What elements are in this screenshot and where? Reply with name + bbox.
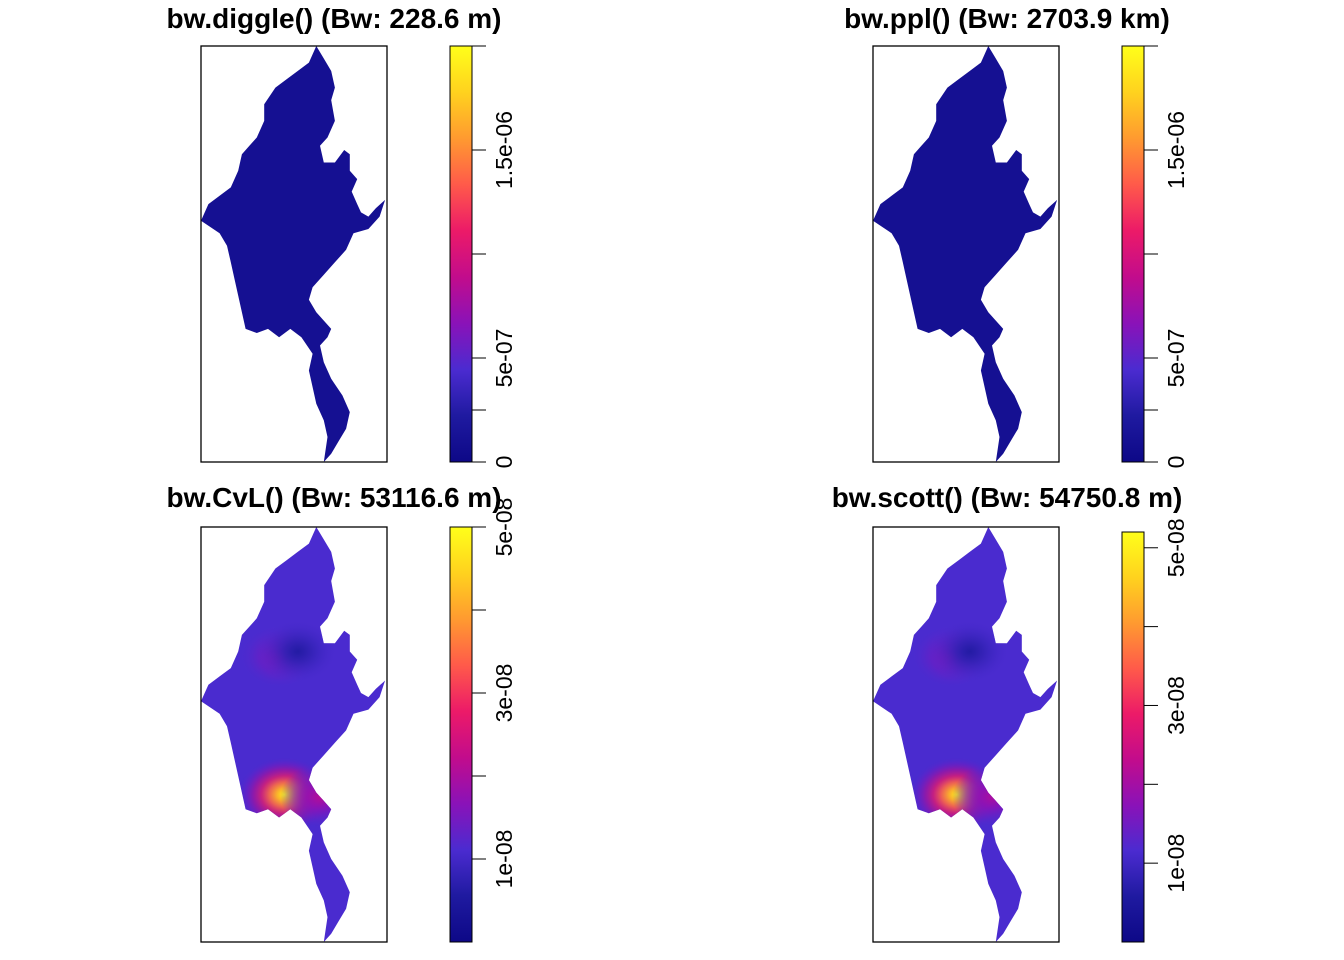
legend-tick-label: 1.5e-06 <box>491 111 517 189</box>
legend-tick-label: 5e-08 <box>491 498 517 557</box>
legend-tick-label: 0 <box>491 456 517 469</box>
legend-tick-label: 1e-08 <box>491 830 517 889</box>
density-hotspot <box>952 764 1032 829</box>
legend-tick-label: 3e-08 <box>491 664 517 723</box>
panel-title: bw.CvL() (Bw: 53116.6 m) <box>166 482 501 513</box>
country-raster <box>201 527 386 942</box>
map-frame <box>200 526 388 943</box>
legend-tick-label: 5e-07 <box>1163 329 1189 388</box>
density-hotspot <box>280 764 360 829</box>
country-raster <box>201 46 386 462</box>
legend-tick-label: 1e-08 <box>1163 834 1189 893</box>
legend-colorbar <box>449 526 473 943</box>
legend-tick-label: 5e-08 <box>1163 518 1189 577</box>
map-frame <box>872 45 1060 463</box>
map-frame <box>872 526 1060 943</box>
panel-3: bw.CvL() (Bw: 53116.6 m) 1e-08 3e-08 5e-08 <box>166 482 517 943</box>
map-frame <box>200 45 388 463</box>
panel-2: bw.ppl() (Bw: 2703.9 km) 0 5e-07 1.5e-06 <box>844 3 1189 468</box>
legend-colorbar <box>449 45 473 463</box>
country-raster <box>873 527 1058 942</box>
legend-tick-label: 0 <box>1163 456 1189 469</box>
panel-1: bw.diggle() (Bw: 228.6 m) 0 5e-07 1.5e-06 <box>167 3 518 468</box>
legend-tick-label: 1.5e-06 <box>1163 111 1189 189</box>
panel-title: bw.scott() (Bw: 54750.8 m) <box>832 482 1183 513</box>
legend-colorbar <box>1121 531 1145 943</box>
country-raster <box>873 46 1058 462</box>
density-hotspot <box>257 619 338 684</box>
panel-4: bw.scott() (Bw: 54750.8 m) 1e-08 3e-08 5e-0… <box>832 482 1189 943</box>
panel-title: bw.diggle() (Bw: 228.6 m) <box>167 3 502 34</box>
panel-title: bw.ppl() (Bw: 2703.9 km) <box>844 3 1170 34</box>
legend-tick-label: 3e-08 <box>1163 676 1189 735</box>
legend-colorbar <box>1121 45 1145 463</box>
legend-tick-label: 5e-07 <box>491 329 517 388</box>
density-hotspot <box>929 619 1010 684</box>
